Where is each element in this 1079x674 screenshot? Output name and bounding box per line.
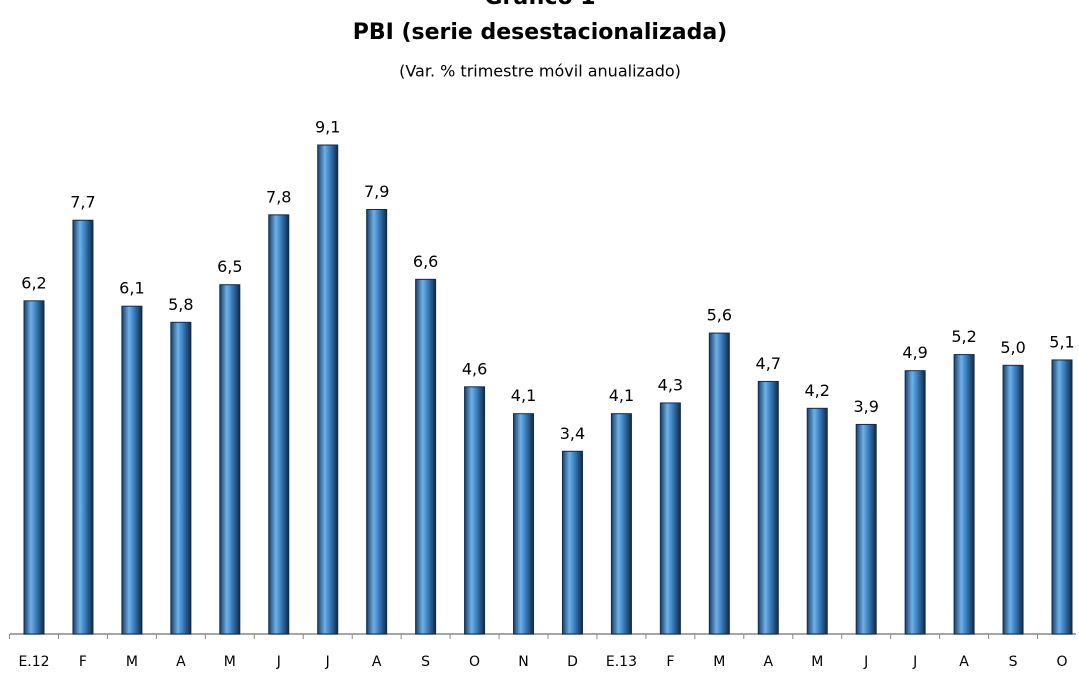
x-tick-label: J xyxy=(863,654,868,670)
bar xyxy=(953,354,975,635)
x-tick-label: A xyxy=(763,654,773,670)
chart-subtitle: (Var. % trimestre móvil anualizado) xyxy=(399,62,681,81)
x-tick-label: D xyxy=(567,654,578,670)
value-label: 7,7 xyxy=(70,193,95,212)
value-label: 7,8 xyxy=(266,187,291,206)
bar xyxy=(904,370,926,635)
x-tick-label: O xyxy=(1056,654,1067,670)
bar xyxy=(561,450,583,635)
x-tick-label: M xyxy=(713,654,725,670)
bar xyxy=(855,423,877,635)
x-tick-label: M xyxy=(126,654,138,670)
x-tick-label: J xyxy=(325,654,330,670)
bar xyxy=(72,219,94,635)
value-label: 5,2 xyxy=(951,327,976,346)
value-label: 4,2 xyxy=(805,381,830,400)
bar xyxy=(219,284,241,635)
x-tick-label: J xyxy=(276,654,281,670)
x-tick-label: E.12 xyxy=(18,654,49,670)
x-tick-label: S xyxy=(1009,654,1018,670)
x-tick-label: F xyxy=(79,654,87,670)
chart-title: PBI (serie desestacionalizada) xyxy=(353,20,728,45)
bar xyxy=(121,305,143,635)
bar xyxy=(268,214,290,635)
bar xyxy=(415,278,437,635)
bar xyxy=(806,407,828,635)
bar xyxy=(1051,359,1073,635)
value-label: 5,6 xyxy=(707,306,732,325)
value-label: 4,6 xyxy=(462,359,487,378)
bar xyxy=(23,300,45,635)
value-label: 9,1 xyxy=(315,118,340,137)
value-label: 6,2 xyxy=(21,273,46,292)
bar xyxy=(317,144,339,635)
value-label: 7,9 xyxy=(364,182,389,201)
value-label: 3,4 xyxy=(560,424,585,443)
bar xyxy=(366,208,388,635)
value-label: 6,1 xyxy=(119,279,144,298)
value-label: 6,5 xyxy=(217,257,242,276)
x-tick-label: A xyxy=(372,654,382,670)
value-label: 5,1 xyxy=(1049,332,1074,351)
x-tick-label: J xyxy=(912,654,917,670)
x-tick-label: F xyxy=(666,654,674,670)
x-tick-label: M xyxy=(811,654,823,670)
chart-supertitle: Gráfico 1 xyxy=(484,0,595,10)
x-tick-label: N xyxy=(518,654,528,670)
bar xyxy=(464,386,486,635)
bar xyxy=(1002,364,1024,635)
x-tick-label: E.13 xyxy=(606,654,637,670)
bar xyxy=(757,380,779,635)
x-tick-label: S xyxy=(421,654,430,670)
value-label: 6,6 xyxy=(413,252,438,271)
x-tick-label: O xyxy=(469,654,480,670)
bar xyxy=(170,321,192,635)
bar xyxy=(513,413,535,635)
value-label: 4,3 xyxy=(658,375,683,394)
value-label: 4,7 xyxy=(756,354,781,373)
bar xyxy=(708,332,730,635)
x-tick-label: A xyxy=(176,654,186,670)
value-label: 5,8 xyxy=(168,295,193,314)
value-label: 5,0 xyxy=(1000,338,1025,357)
value-label: 3,9 xyxy=(853,397,878,416)
bar xyxy=(610,413,632,635)
value-label: 4,1 xyxy=(511,386,536,405)
x-tick-label: A xyxy=(959,654,969,670)
bar xyxy=(659,402,681,635)
value-label: 4,1 xyxy=(609,386,634,405)
x-tick-label: M xyxy=(224,654,236,670)
value-label: 4,9 xyxy=(902,343,927,362)
